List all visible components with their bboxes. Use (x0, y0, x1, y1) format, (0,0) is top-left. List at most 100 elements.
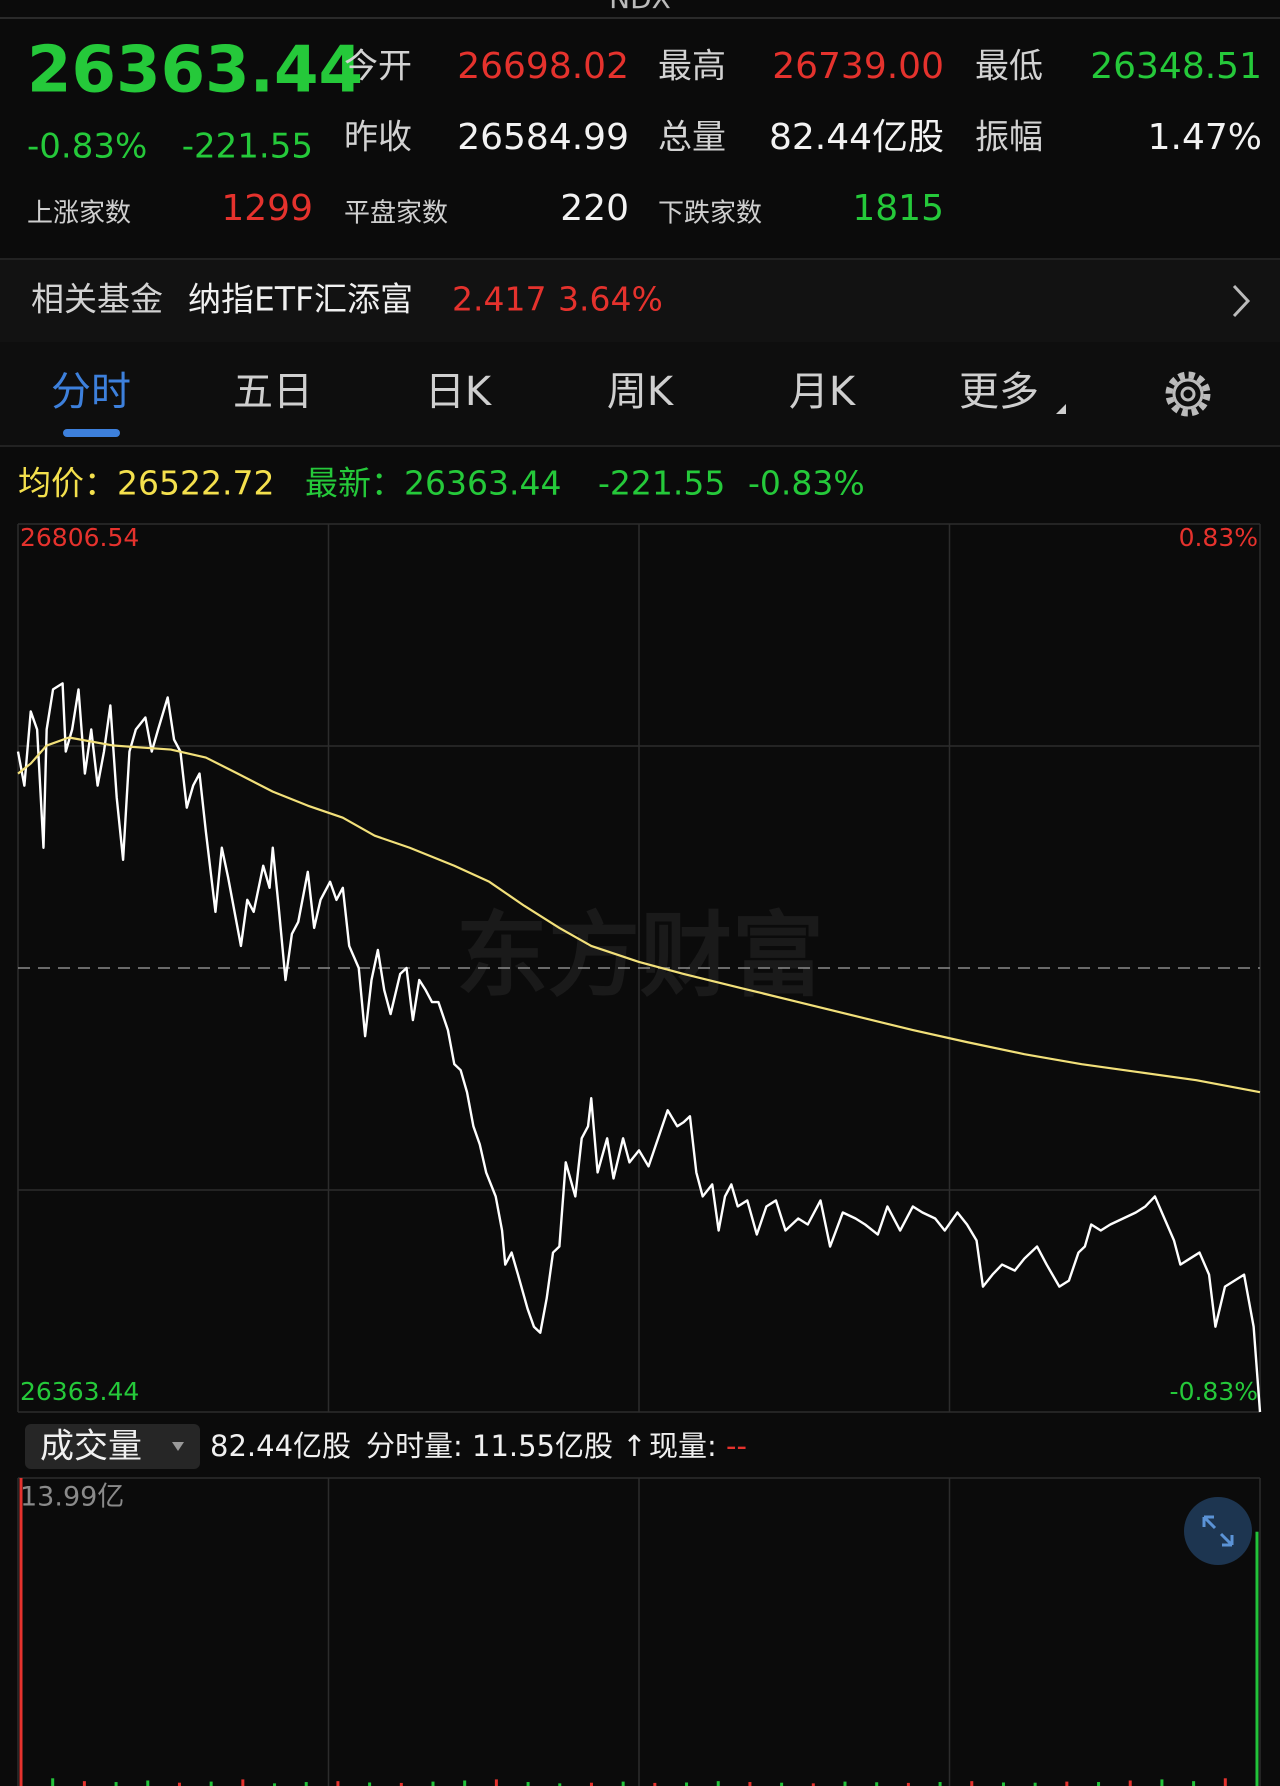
tab-bar (0, 342, 1280, 446)
volume-button[interactable] (25, 1424, 200, 1469)
volume-bar (241, 1779, 245, 1786)
stat-label: 总量 (658, 118, 726, 158)
y-tick-label: 26363.44 (20, 1377, 139, 1406)
volume-bar (558, 1783, 562, 1786)
change: -221.55 (182, 127, 313, 167)
expand-icon (1202, 1515, 1234, 1547)
volume-toolbar: 成交量 82.44亿股 分时量: 11.55亿股 ↑ 现量: -- (25, 1424, 747, 1469)
volume-bar (368, 1782, 372, 1786)
volume-bar (1160, 1779, 1164, 1786)
stat-label: 今开 (344, 47, 412, 87)
gear-hole (1180, 386, 1196, 402)
tab-underline (63, 429, 120, 437)
volume-bar (209, 1781, 213, 1786)
watermark: 东方财富 (456, 902, 824, 1009)
expand-bg (1184, 1497, 1252, 1565)
volume-bar (1128, 1780, 1132, 1786)
y2-tick-label: -0.83% (1170, 1377, 1258, 1406)
breadth-value: 1815 (852, 188, 944, 229)
y-tick-label: 13.99亿 (20, 1482, 124, 1513)
stat-label: 最高 (658, 47, 726, 87)
stat-value: 26348.51 (1090, 46, 1262, 87)
tab[interactable]: 月K (789, 369, 857, 415)
breadth-label: 上涨家数 (27, 199, 131, 229)
fund-row-bg (0, 259, 1280, 342)
latest-change: -221.55 (598, 464, 725, 503)
volume-bar (463, 1780, 467, 1786)
stat-value: 82.44亿股 (769, 117, 944, 158)
price-line (16, 682, 1262, 1413)
price-line (17, 736, 1261, 1094)
volume-button-label: 成交量 (40, 1427, 142, 1467)
stat-label: 昨收 (344, 118, 412, 158)
tab[interactable]: 五日 (233, 369, 313, 415)
gear-teeth (1165, 371, 1211, 417)
expand-button[interactable] (1184, 1497, 1252, 1565)
volume-bar (589, 1782, 593, 1786)
latest-price: 最新：26363.44 (305, 464, 561, 503)
current-volume: -- (726, 1429, 747, 1463)
fund-row[interactable]: 相关基金 纳指ETF汇添富 2.417 3.64% (0, 258, 1280, 342)
dropdown-icon (172, 1442, 184, 1451)
volume-bar (1033, 1782, 1037, 1786)
stat-value: 26584.99 (457, 117, 629, 158)
latest-change-pct: -0.83% (748, 464, 865, 503)
y2-tick-label: 0.83% (1179, 523, 1258, 552)
last-price: 26363.44 (27, 34, 363, 108)
volume-bar (1223, 1778, 1227, 1786)
stat-value: 1.47% (1148, 117, 1262, 158)
volume-bar (51, 1778, 55, 1786)
volume-bar (146, 1780, 150, 1786)
volume-bar (336, 1781, 340, 1786)
volume-bar (938, 1782, 942, 1786)
charts: 26806.54 26363.44 0.83% -0.83% 13.99亿 (16, 523, 1262, 1786)
volume-bar (843, 1781, 847, 1786)
volume-bar (811, 1783, 815, 1786)
volume-bar (653, 1782, 657, 1786)
volume-bar (304, 1782, 308, 1786)
volume-bar (748, 1782, 752, 1786)
chevron (1232, 284, 1251, 318)
fund-label: 相关基金 (31, 280, 163, 319)
volume-bar (906, 1782, 910, 1786)
volume-bar (177, 1782, 181, 1786)
volume-bar (1097, 1782, 1101, 1786)
volume-bar (431, 1781, 435, 1786)
settings-button[interactable] (1165, 371, 1211, 417)
volume-bar (685, 1782, 689, 1786)
breadth-label: 下跌家数 (658, 199, 762, 229)
stat-label: 振幅 (975, 118, 1043, 158)
fund-change: 3.64% (558, 280, 663, 319)
stat-value: 26698.02 (457, 46, 629, 87)
current-volume-label: 现量: (649, 1429, 717, 1463)
volume-bar (1065, 1781, 1069, 1786)
volume-bar (970, 1781, 974, 1786)
breadth-value: 1299 (221, 188, 313, 229)
dropdown-icon (1056, 404, 1066, 414)
volume-bar (1001, 1782, 1005, 1786)
tab[interactable]: 日K (425, 369, 493, 415)
volume-bar (399, 1782, 403, 1786)
volume-total: 82.44亿股 (210, 1429, 351, 1463)
tab[interactable]: 周K (607, 369, 675, 415)
fund-price: 2.417 (452, 280, 546, 319)
fund-name: 纳指ETF汇添富 (188, 280, 413, 319)
gear-body (1172, 378, 1204, 410)
breadth-value: 220 (560, 188, 629, 229)
volume-bar (19, 1478, 23, 1786)
volume-bar (780, 1782, 784, 1786)
change-pct: -0.83% (27, 127, 147, 167)
tab[interactable]: 更多 (959, 369, 1039, 415)
breadth-label: 平盘家数 (344, 199, 448, 229)
volume-bar (273, 1783, 277, 1786)
volume-bar (526, 1782, 530, 1786)
stat-label: 最低 (975, 47, 1043, 87)
y-tick-label: 26806.54 (20, 523, 139, 552)
tab-active[interactable]: 分时 (51, 369, 131, 415)
volume-bar (621, 1781, 625, 1786)
volume-bar (494, 1779, 498, 1786)
volume-bar (716, 1781, 720, 1786)
page-title: NDX (609, 0, 671, 15)
volume-bar (1192, 1781, 1196, 1786)
